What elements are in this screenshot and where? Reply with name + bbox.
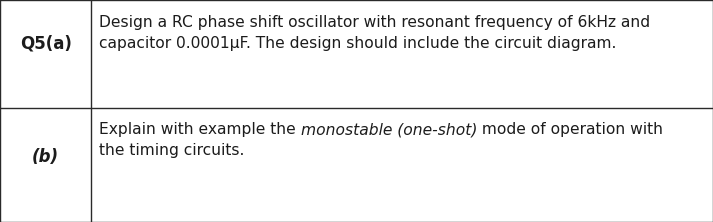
- Text: (b): (b): [32, 148, 59, 166]
- Text: Q5(a): Q5(a): [20, 35, 71, 53]
- Text: capacitor 0.0001μF. The design should include the circuit diagram.: capacitor 0.0001μF. The design should in…: [99, 36, 617, 50]
- Text: Explain with example the: Explain with example the: [99, 122, 301, 137]
- Text: Design a RC phase shift oscillator with resonant frequency of 6kHz and: Design a RC phase shift oscillator with …: [99, 14, 650, 30]
- Text: the timing circuits.: the timing circuits.: [99, 143, 245, 158]
- Text: monostable (one-shot): monostable (one-shot): [301, 122, 477, 137]
- Text: mode of operation with: mode of operation with: [477, 122, 663, 137]
